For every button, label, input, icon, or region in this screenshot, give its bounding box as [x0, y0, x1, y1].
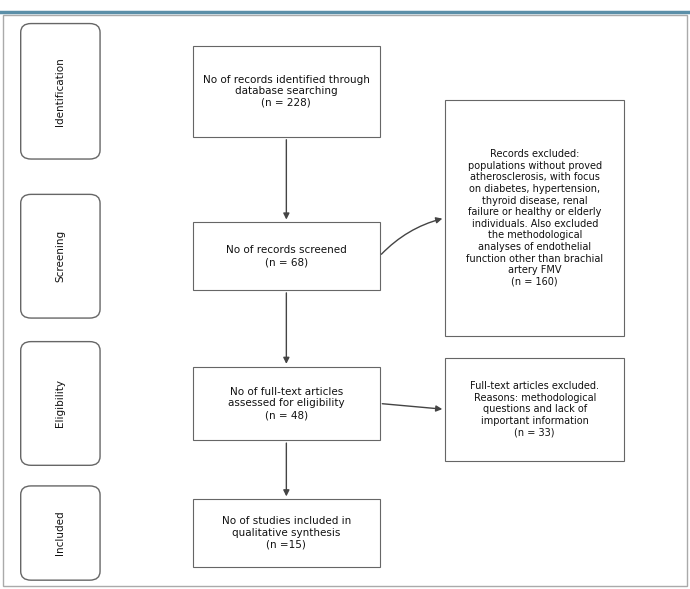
FancyBboxPatch shape [193, 499, 380, 567]
Text: Screening: Screening [55, 230, 66, 282]
FancyBboxPatch shape [193, 223, 380, 290]
Text: No of studies included in
qualitative synthesis
(n =15): No of studies included in qualitative sy… [221, 517, 351, 550]
FancyBboxPatch shape [21, 24, 100, 159]
Text: Records excluded:
populations without proved
atherosclerosis, with focus
on diab: Records excluded: populations without pr… [466, 149, 603, 287]
FancyBboxPatch shape [21, 194, 100, 318]
Text: Identification: Identification [55, 57, 66, 125]
FancyBboxPatch shape [21, 342, 100, 465]
Text: No of records identified through
database searching
(n = 228): No of records identified through databas… [203, 75, 370, 108]
Text: Included: Included [55, 511, 66, 555]
Text: No of records screened
(n = 68): No of records screened (n = 68) [226, 246, 346, 267]
FancyBboxPatch shape [21, 486, 100, 580]
Text: No of full-text articles
assessed for eligibility
(n = 48): No of full-text articles assessed for el… [228, 387, 345, 420]
FancyBboxPatch shape [193, 46, 380, 137]
Text: Full-text articles excluded.
Reasons: methodological
questions and lack of
impor: Full-text articles excluded. Reasons: me… [471, 381, 599, 438]
FancyBboxPatch shape [445, 100, 624, 336]
Text: Eligibility: Eligibility [55, 379, 66, 428]
FancyBboxPatch shape [445, 358, 624, 461]
FancyBboxPatch shape [193, 366, 380, 441]
